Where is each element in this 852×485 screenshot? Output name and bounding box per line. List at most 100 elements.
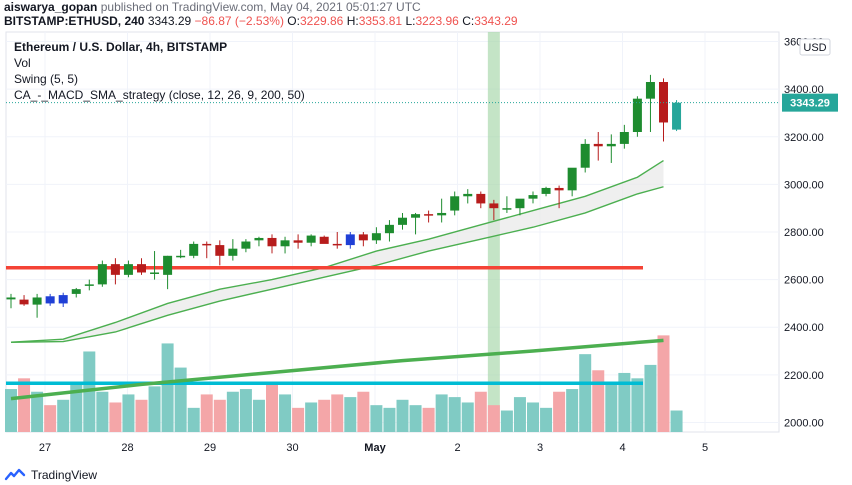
- volume-bar: [409, 405, 422, 432]
- candle-body: [241, 241, 251, 249]
- candle-body: [176, 255, 186, 258]
- time-tick-label: 27: [39, 442, 51, 454]
- candle-body: [319, 236, 329, 244]
- publisher-line: aiswarya_gopan published on TradingView.…: [4, 0, 844, 14]
- candle-body: [19, 299, 29, 305]
- volume-bars: [5, 335, 683, 432]
- volume-bar: [70, 383, 83, 432]
- candle-body: [215, 245, 225, 256]
- volume-bar: [370, 405, 383, 432]
- tradingview-brand[interactable]: TradingView: [31, 468, 98, 482]
- candle-body: [254, 237, 264, 241]
- candle-body: [97, 264, 107, 285]
- header: aiswarya_gopan published on TradingView.…: [4, 0, 844, 30]
- candle-body: [228, 248, 238, 256]
- price-tick-label: 3400.00: [784, 84, 824, 96]
- candle-body: [554, 187, 564, 191]
- volume-bar: [631, 378, 644, 432]
- high-label: H:: [346, 14, 359, 28]
- volume-bar: [527, 402, 539, 432]
- currency-box[interactable]: [799, 38, 831, 56]
- time-axis[interactable]: 27 28 29 30 May 2 3 4 5: [39, 442, 708, 454]
- volume-bar: [331, 394, 344, 432]
- volume-bar: [266, 383, 278, 432]
- candle-body: [437, 212, 447, 216]
- candle-body: [293, 240, 303, 243]
- price-change: −86.87 (−2.53%): [194, 14, 284, 28]
- candle-body: [189, 243, 199, 256]
- volume-bar: [605, 383, 618, 432]
- volume-bar: [644, 364, 657, 432]
- volume-bar: [96, 391, 109, 432]
- candle-body: [528, 195, 538, 199]
- currency-label: USD: [803, 42, 826, 54]
- symbol: BITSTAMP:ETHUSD, 240: [4, 14, 145, 28]
- price-axis[interactable]: 3600.003400.003200.003000.002800.002600.…: [784, 37, 824, 430]
- volume-bar: [239, 389, 252, 432]
- volume-bar: [187, 407, 200, 432]
- volume-bar: [57, 399, 70, 432]
- candle-body: [123, 264, 133, 275]
- volume-bar: [513, 397, 526, 432]
- candle-body: [541, 187, 551, 194]
- candle-body: [645, 82, 655, 99]
- legend-vol: Vol: [14, 56, 31, 70]
- price-tick-label: 2600.00: [784, 275, 824, 287]
- candle-body: [71, 289, 81, 294]
- volume-bar: [474, 391, 487, 432]
- candle-body: [306, 235, 316, 243]
- time-tick-label: 2: [454, 442, 460, 454]
- time-tick-label: 30: [286, 442, 298, 454]
- volume-bar: [200, 394, 213, 432]
- volume-bar: [109, 402, 122, 432]
- volume-bar: [657, 335, 670, 432]
- volume-bar: [383, 407, 396, 432]
- volume-bar: [618, 372, 631, 432]
- candle-body: [502, 208, 512, 210]
- volume-bar: [305, 402, 318, 432]
- volume-bar: [5, 389, 17, 432]
- volume-bar: [422, 407, 435, 432]
- candle-body: [267, 237, 277, 247]
- low-label: L:: [405, 14, 416, 28]
- swing-upper-line: [10, 186, 664, 343]
- volume-bar: [435, 394, 448, 432]
- candle-body: [398, 217, 407, 225]
- tradingview-logo-icon[interactable]: [4, 468, 26, 482]
- open-value: 3229.86: [299, 14, 344, 28]
- candle-body: [463, 193, 473, 197]
- high-value: 3353.81: [358, 14, 403, 28]
- candle-body: [332, 243, 342, 246]
- close-value: 3343.29: [474, 14, 518, 28]
- candle-body: [567, 167, 577, 191]
- candle-body: [606, 143, 616, 147]
- candle-body: [150, 272, 160, 274]
- candle-body: [371, 233, 381, 241]
- publish-info: published on TradingView.com, May 04, 20…: [100, 0, 421, 14]
- volume-bar: [148, 386, 161, 432]
- author-name[interactable]: aiswarya_gopan: [4, 0, 98, 14]
- price-tick-label: 2000.00: [784, 417, 824, 429]
- volume-bar: [579, 354, 592, 432]
- candle-body: [593, 143, 603, 147]
- price-tick-label: 3200.00: [784, 132, 824, 144]
- last-price-badge-text: 3343.29: [790, 98, 830, 110]
- time-tick-label: 5: [702, 442, 708, 454]
- candle-body: [489, 203, 499, 209]
- volume-bar: [279, 394, 292, 432]
- candles: [6, 74, 682, 318]
- volume-bar: [670, 410, 683, 432]
- candle-body: [202, 243, 212, 246]
- candle-body: [163, 255, 173, 275]
- candle-body: [32, 297, 42, 305]
- volume-bar: [18, 378, 31, 432]
- candle-body: [450, 196, 460, 211]
- time-tick-label: 29: [204, 442, 216, 454]
- volume-bar: [213, 399, 226, 432]
- swing-lower-line: [10, 159, 664, 343]
- volume-bar: [566, 389, 579, 432]
- volume-bar: [252, 399, 265, 432]
- volume-bar: [44, 405, 57, 432]
- candle-body: [84, 284, 94, 286]
